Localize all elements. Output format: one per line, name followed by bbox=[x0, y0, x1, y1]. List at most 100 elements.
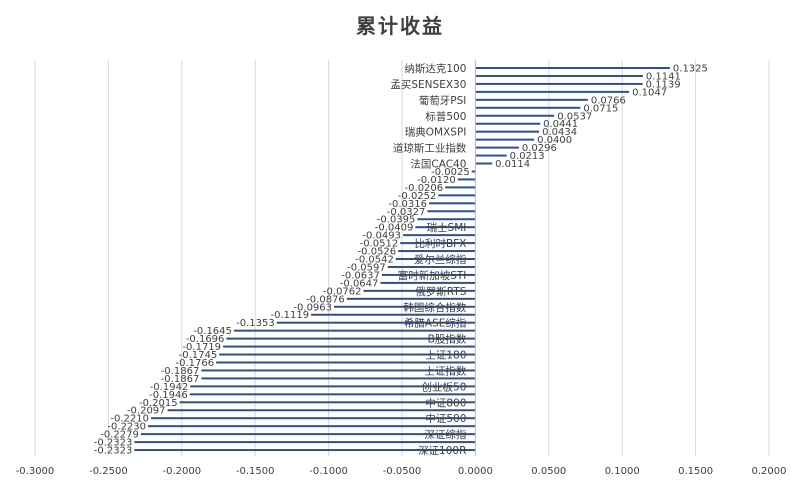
category-label: 希腊ASE综指 bbox=[404, 317, 467, 330]
bar bbox=[400, 242, 476, 245]
category-label: 道琼斯工业指数 bbox=[393, 142, 467, 155]
x-tick-label: 0.0500 bbox=[531, 466, 566, 477]
data-label: -0.0316 bbox=[388, 199, 427, 210]
x-tick-label: 0.1000 bbox=[605, 466, 640, 477]
bar bbox=[403, 234, 476, 237]
data-label: 0.0537 bbox=[557, 111, 592, 122]
bar bbox=[398, 250, 476, 253]
data-label: -0.0647 bbox=[340, 278, 379, 289]
category-label: 俄罗斯RTS bbox=[415, 285, 466, 298]
bar bbox=[445, 186, 476, 189]
x-tick-label: -0.0500 bbox=[383, 466, 422, 477]
bar bbox=[475, 114, 555, 117]
bar bbox=[475, 130, 540, 133]
data-label: -0.0963 bbox=[293, 302, 332, 313]
data-label: 0.0434 bbox=[542, 127, 577, 138]
bar bbox=[179, 401, 476, 404]
data-label: -0.1696 bbox=[186, 334, 225, 345]
data-label: 0.0296 bbox=[522, 143, 557, 154]
x-tick-label: 0.0000 bbox=[458, 466, 493, 477]
category-label: 上证180 bbox=[425, 350, 466, 362]
data-label: -0.1867 bbox=[161, 374, 200, 385]
data-label: -0.0762 bbox=[323, 286, 362, 297]
category-label: 上证指数 bbox=[424, 364, 466, 377]
x-tick-label: -0.1000 bbox=[309, 466, 348, 477]
data-label: -0.1353 bbox=[236, 318, 275, 329]
x-tick-label: 0.1500 bbox=[678, 466, 713, 477]
data-label: -0.0526 bbox=[358, 247, 397, 258]
data-label: -0.0395 bbox=[377, 215, 416, 226]
data-label: 0.0766 bbox=[591, 95, 626, 106]
category-label: 瑞士SMI bbox=[427, 221, 467, 234]
bar bbox=[150, 417, 476, 420]
bar bbox=[381, 273, 476, 276]
data-label: 0.1325 bbox=[673, 64, 708, 75]
bar bbox=[475, 122, 541, 125]
bar bbox=[216, 361, 476, 364]
bar bbox=[140, 433, 476, 436]
bar bbox=[471, 170, 476, 173]
bar bbox=[189, 393, 476, 396]
data-label: -0.1766 bbox=[176, 358, 215, 369]
category-label: 孟买SENSEX30 bbox=[390, 79, 466, 91]
bar bbox=[276, 321, 476, 324]
bar bbox=[438, 194, 476, 197]
data-label: -0.0542 bbox=[355, 255, 394, 266]
bar bbox=[311, 313, 476, 316]
category-label: 葡萄牙PSI bbox=[419, 94, 467, 107]
data-label: -0.2097 bbox=[127, 406, 166, 417]
data-label: -0.2230 bbox=[107, 422, 146, 433]
bar bbox=[387, 265, 476, 268]
data-label: -0.2015 bbox=[139, 398, 178, 409]
category-label: 富时新加坡STI bbox=[398, 269, 467, 282]
data-label: -0.1745 bbox=[179, 350, 218, 361]
data-label: 0.0114 bbox=[495, 159, 530, 170]
bar bbox=[475, 106, 581, 109]
data-label: -0.0597 bbox=[347, 262, 386, 273]
data-label: -0.0327 bbox=[387, 207, 426, 218]
data-label: -0.0637 bbox=[341, 270, 380, 281]
bar bbox=[223, 345, 476, 348]
data-label: -0.0206 bbox=[405, 183, 444, 194]
bar bbox=[475, 162, 493, 165]
bar bbox=[457, 178, 476, 181]
bar bbox=[475, 98, 588, 101]
data-label: -0.2323 bbox=[94, 446, 133, 457]
data-label: 0.0441 bbox=[543, 119, 578, 130]
bar bbox=[219, 353, 476, 356]
category-label: 深证100R bbox=[418, 445, 466, 457]
category-label: 纳斯达克100 bbox=[404, 62, 466, 75]
data-label: -0.0120 bbox=[417, 175, 456, 186]
data-label: -0.2279 bbox=[100, 430, 139, 441]
category-label: 创业板50 bbox=[422, 380, 467, 393]
data-label: 0.0213 bbox=[510, 151, 545, 162]
data-label: 0.1047 bbox=[632, 87, 667, 98]
bar bbox=[363, 289, 476, 292]
x-tick-label: -0.2500 bbox=[89, 466, 128, 477]
bar bbox=[429, 202, 476, 205]
bar bbox=[415, 226, 476, 229]
bar bbox=[201, 377, 476, 380]
category-label: 爱尔兰综指 bbox=[414, 253, 467, 266]
data-label: -0.1719 bbox=[182, 342, 221, 353]
bar bbox=[380, 281, 476, 284]
data-label: 0.1139 bbox=[646, 79, 681, 90]
category-label: 瑞典OMXSPI bbox=[405, 126, 467, 139]
bar bbox=[134, 441, 476, 444]
data-label: -0.0876 bbox=[306, 294, 345, 305]
category-label: 标普500 bbox=[425, 110, 466, 123]
bar bbox=[167, 409, 476, 412]
data-label: -0.1119 bbox=[271, 310, 310, 321]
bar bbox=[475, 90, 630, 93]
bar bbox=[475, 154, 507, 157]
data-label: -0.2323 bbox=[94, 438, 133, 449]
bar bbox=[233, 329, 476, 332]
bar bbox=[190, 385, 476, 388]
category-label: 中证800 bbox=[425, 396, 466, 409]
category-label: B股指数 bbox=[428, 333, 467, 346]
bar bbox=[395, 258, 476, 261]
category-label: 比利时BFX bbox=[414, 237, 466, 250]
data-label: -0.0493 bbox=[362, 231, 401, 242]
chart-title: 累计收益 bbox=[356, 14, 444, 38]
data-label: -0.1867 bbox=[161, 366, 200, 377]
